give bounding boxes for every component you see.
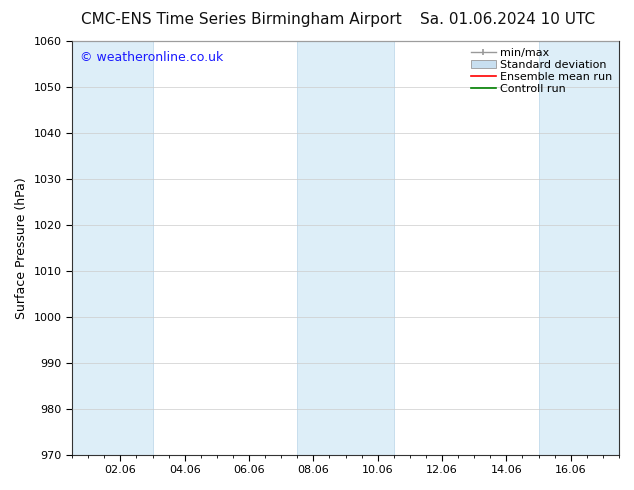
- Bar: [538, 41, 619, 455]
- Text: CMC-ENS Time Series Birmingham Airport: CMC-ENS Time Series Birmingham Airport: [81, 12, 401, 27]
- Y-axis label: Surface Pressure (hPa): Surface Pressure (hPa): [15, 177, 28, 318]
- Text: © weatheronline.co.uk: © weatheronline.co.uk: [81, 51, 224, 64]
- Legend: min/max, Standard deviation, Ensemble mean run, Controll run: min/max, Standard deviation, Ensemble me…: [467, 43, 617, 99]
- Text: Sa. 01.06.2024 10 UTC: Sa. 01.06.2024 10 UTC: [420, 12, 595, 27]
- Bar: [297, 41, 394, 455]
- Bar: [72, 41, 153, 455]
